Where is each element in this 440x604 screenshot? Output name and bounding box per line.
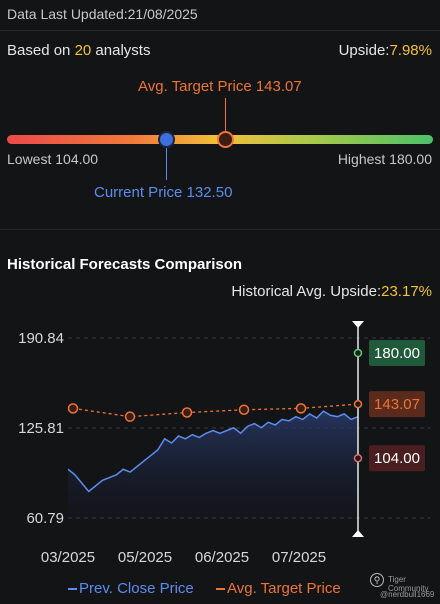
price-marker-label: 180.00 — [374, 345, 420, 362]
watermark-brand: Tiger Community — [388, 575, 429, 593]
legend-close-price: Prev. Close Price — [68, 580, 194, 597]
price-marker-tag — [369, 340, 425, 367]
y-axis-ticks: 190.84 125.81 60.79 — [18, 330, 64, 527]
upside-row: Upside:7.98% — [339, 42, 432, 59]
x-axis-ticks: 03/2025 05/2025 06/2025 07/2025 — [41, 549, 326, 566]
legend-target-price: Avg. Target Price — [216, 580, 341, 597]
historical-upside-value: 23.17% — [381, 283, 432, 300]
lowest-label: Lowest 104.00 — [7, 151, 99, 167]
highest-label: Highest 180.00 — [337, 151, 432, 167]
close-price-line — [67, 410, 359, 493]
avg-target-point — [238, 404, 250, 416]
legend-close-label: Prev. Close Price — [79, 580, 194, 597]
current-price-marker — [158, 131, 175, 148]
chart-cursor[interactable] — [352, 321, 364, 537]
upside-label: Upside: — [338, 42, 390, 59]
historical-title: Historical Forecasts Comparison — [7, 256, 243, 273]
y-tick-label: 125.81 — [18, 420, 64, 437]
current-price-label: Current Price 132.50 — [94, 184, 233, 201]
x-tick-label: 05/2025 — [118, 549, 172, 566]
avg-target-label: Avg. Target Price 143.07 — [138, 78, 302, 95]
analyst-suffix: analysts — [91, 42, 151, 59]
legend-target-swatch — [216, 588, 225, 591]
y-tick-label: 190.84 — [18, 330, 64, 347]
historical-upside-label: Historical Avg. Upside: — [231, 283, 382, 300]
current-price-connector — [166, 148, 167, 180]
price-marker-dot — [353, 348, 363, 358]
y-tick-label: 60.79 — [26, 510, 64, 527]
price-marker-dot — [353, 399, 363, 409]
cursor-top-handle — [352, 321, 364, 328]
price-marker-tag — [369, 391, 425, 418]
avg-target-point — [124, 411, 136, 422]
last-updated-text: Data Last Updated:21/08/2025 — [7, 6, 198, 22]
close-price-area — [68, 411, 358, 518]
price-markers: 180.00 143.07 104.00 — [353, 340, 425, 472]
historical-forecast-chart: 190.84 125.81 60.79 180.00 143.07 104.00 03/… — [18, 321, 430, 566]
cursor-bottom-handle — [352, 530, 364, 537]
price-marker-tag — [369, 445, 425, 472]
price-marker-dot — [353, 453, 363, 463]
avg-target-connector — [225, 98, 226, 131]
watermark-user: @nerdbull1669 — [380, 590, 435, 599]
top-divider — [0, 30, 440, 31]
analyst-count: 20 — [74, 42, 92, 59]
legend-target-label: Avg. Target Price — [227, 580, 341, 597]
historical-upside-row: Historical Avg. Upside:23.17% — [231, 283, 432, 300]
analyst-count-row: Based on 20 analysts — [7, 42, 150, 59]
upside-value: 7.98% — [389, 42, 432, 59]
avg-target-marker — [217, 131, 234, 148]
x-tick-label: 03/2025 — [41, 549, 95, 566]
price-marker-label: 104.00 — [374, 450, 420, 467]
avg-target-line — [72, 403, 359, 418]
avg-target-point — [181, 407, 193, 418]
price-marker-label: 143.07 — [374, 396, 420, 413]
section-divider — [0, 229, 440, 230]
avg-target-points — [67, 403, 307, 422]
tiger-logo-icon: ⚲ — [370, 573, 384, 587]
legend-close-swatch — [68, 588, 77, 591]
avg-target-point — [295, 403, 307, 414]
x-tick-label: 07/2025 — [272, 549, 326, 566]
avg-target-point — [67, 403, 79, 414]
x-tick-label: 06/2025 — [195, 549, 249, 566]
analyst-prefix: Based on — [7, 42, 75, 59]
